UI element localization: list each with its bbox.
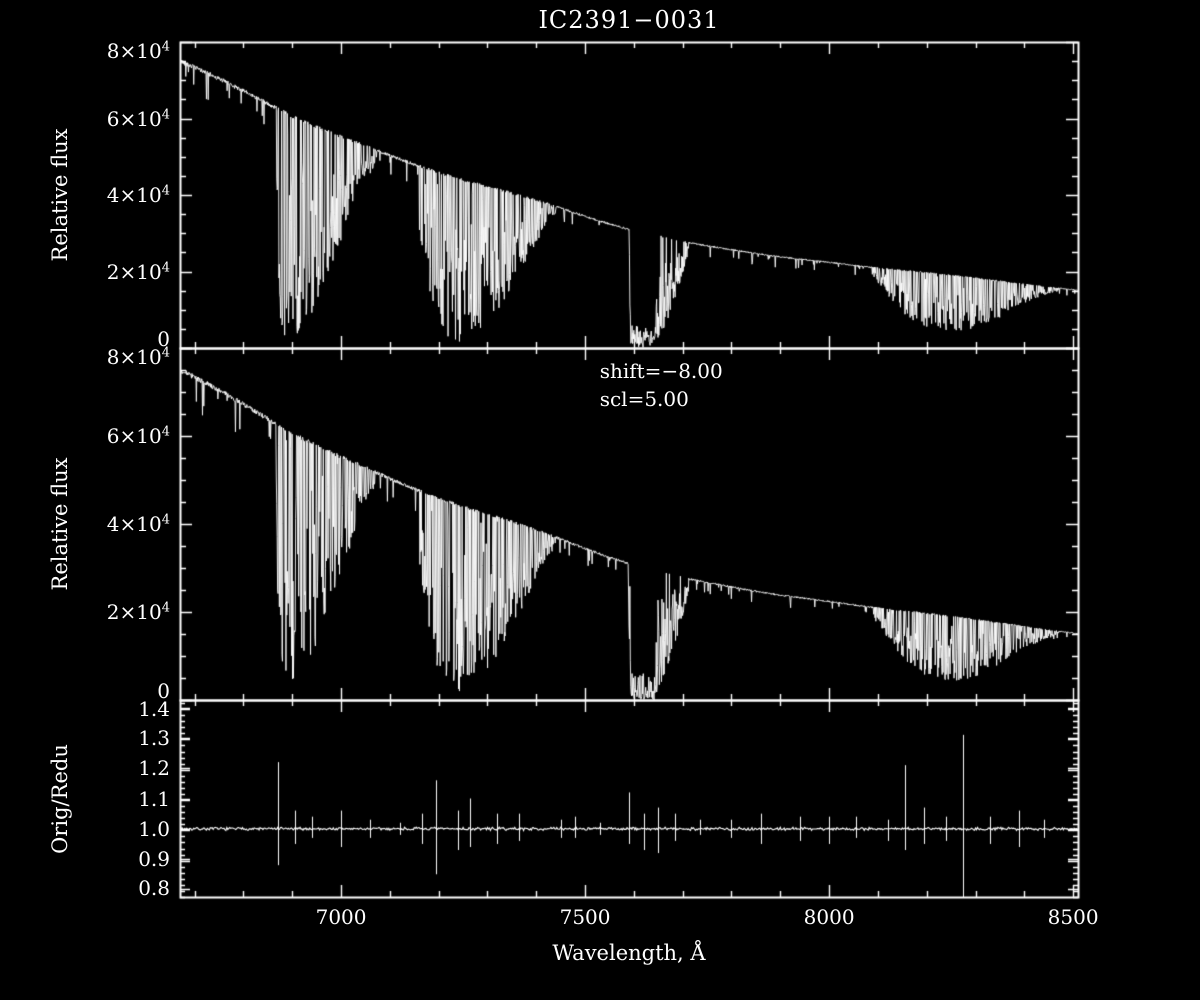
xaxis-label: Wavelength, Å	[552, 941, 706, 965]
annotation-shift: shift=−8.00	[599, 358, 723, 383]
y-tick-label: 8×104	[106, 345, 170, 369]
y-tick-label: 1.2	[138, 756, 170, 781]
y-tick-label: 1.4	[138, 697, 170, 721]
y-tick-label: 0.8	[138, 876, 170, 900]
x-tick-label: 8500	[1047, 905, 1099, 929]
x-tick-label: 8000	[803, 905, 855, 929]
y-tick-label: 0	[157, 679, 170, 703]
y-tick-label: 1.1	[138, 786, 170, 811]
y-tick-label: 4×104	[106, 512, 170, 536]
y-tick-label: 8×104	[106, 39, 170, 63]
ylabel-ratio: Orig/Redu	[48, 743, 72, 854]
y-tick-label: 0.9	[138, 847, 170, 872]
y-tick-label: 1.3	[138, 725, 170, 750]
x-tick-label: 7000	[315, 905, 367, 929]
annotation-scl: scl=5.00	[599, 387, 689, 412]
y-tick-label: 2×104	[106, 259, 170, 284]
y-tick-label: 6×104	[106, 106, 170, 131]
x-tick-label: 7500	[559, 905, 611, 929]
figure-title: IC2391−0031	[538, 6, 720, 34]
ylabel-original: Relative flux	[48, 128, 72, 262]
y-tick-label: 6×104	[106, 424, 170, 448]
y-tick-label: 4×104	[106, 183, 170, 207]
y-tick-label: 1.0	[138, 816, 170, 841]
y-tick-label: 0	[157, 327, 170, 351]
ylabel-reduced: Relative flux	[48, 457, 72, 591]
y-tick-label: 2×104	[106, 600, 170, 624]
